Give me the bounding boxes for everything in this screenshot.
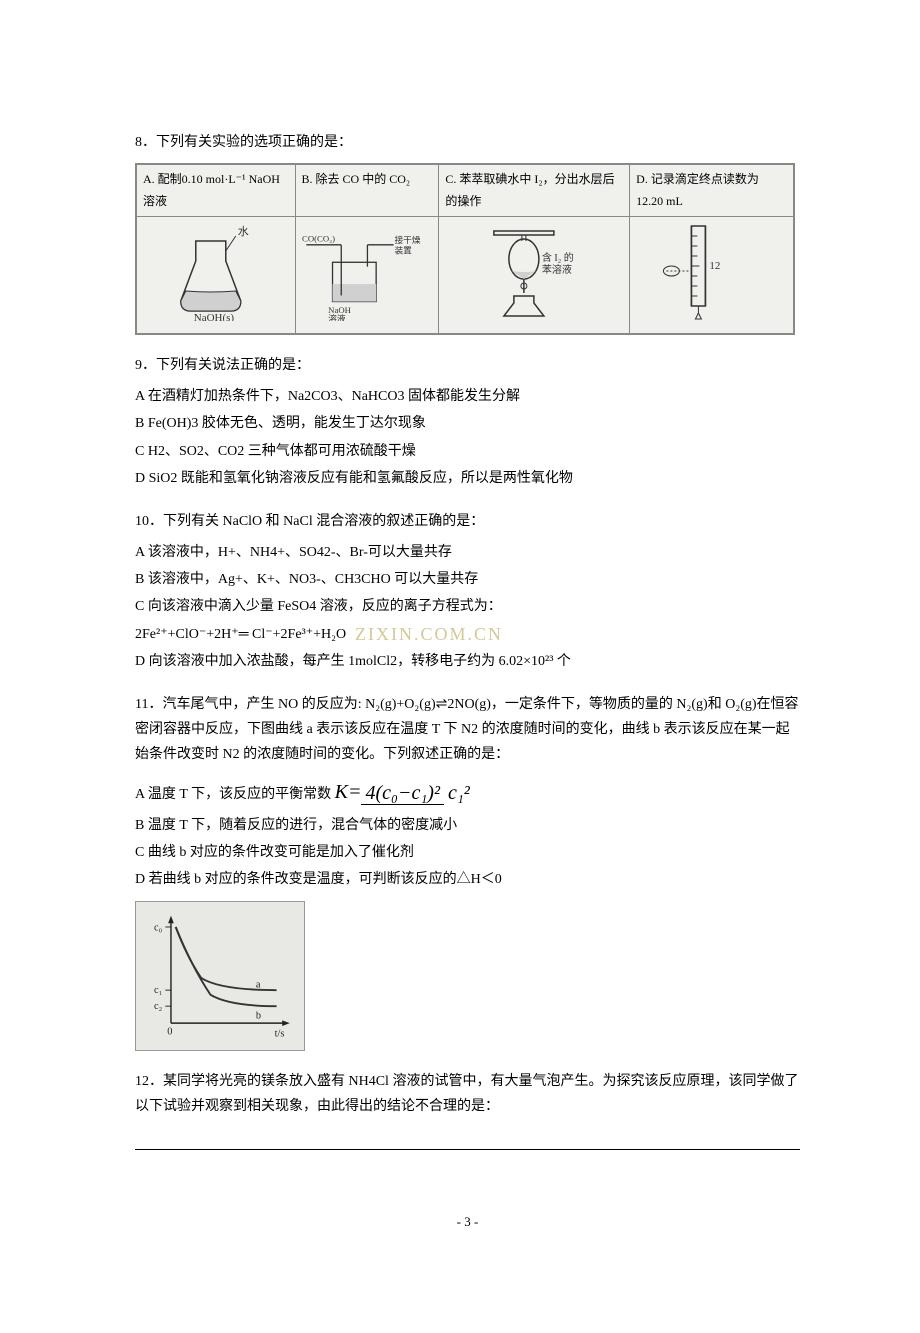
question-10: 10．下列有关 NaClO 和 NaCl 混合溶液的叙述正确的是： A 该溶液中…	[135, 509, 800, 674]
q8-header-a: A. 配制0.10 mol·L⁻¹ NaOH 溶液	[137, 165, 296, 217]
q8-header-b: B. 除去 CO 中的 CO₂	[295, 165, 439, 217]
chart-c0: c₀	[154, 922, 163, 933]
page-number: - 3 -	[135, 1210, 800, 1233]
q10-eqn-line: 2Fe²⁺+ClO⁻+2H⁺═ Cl⁻+2Fe³⁺+H₂O ZIXIN.COM.…	[135, 622, 800, 647]
gas-wash-icon: CO(CO₂) 接干燥 装置 NaOH 溶液	[302, 221, 433, 321]
svg-text:水: 水	[238, 225, 249, 238]
formula-num: 4(c₀−c₁)²	[361, 782, 443, 805]
chart-c2: c₂	[154, 1001, 163, 1012]
q8-header-c: C. 苯萃取碘水中 I₂，分出水层后的操作	[439, 165, 630, 217]
q11-opt-b: B 温度 T 下，随着反应的进行，混合气体的密度减小	[135, 813, 800, 838]
formula-den: c₁²	[444, 782, 474, 804]
watermark: ZIXIN.COM.CN	[355, 618, 503, 650]
q8-table: A. 配制0.10 mol·L⁻¹ NaOH 溶液 B. 除去 CO 中的 CO…	[135, 163, 795, 335]
chart-label-a: a	[256, 979, 261, 990]
q9-text: 9．下列有关说法正确的是：	[135, 353, 800, 378]
question-11: 11．汽车尾气中，产生 NO 的反应为: N₂(g)+O₂(g)⇌2NO(g)，…	[135, 692, 800, 1051]
q8-cell-a: 水 NaOH(s)	[137, 217, 296, 334]
question-12: 12．某同学将光亮的镁条放入盛有 NH4Cl 溶液的试管中，有大量气泡产生。为探…	[135, 1069, 800, 1119]
svg-text:0: 0	[167, 1026, 172, 1037]
q10-opt-d: D 向该溶液中加入浓盐酸，每产生 1molCl2，转移电子约为 6.02×10²…	[135, 649, 800, 674]
svg-text:CO(CO₂): CO(CO₂)	[302, 234, 335, 244]
q11-text: 11．汽车尾气中，产生 NO 的反应为: N₂(g)+O₂(g)⇌2NO(g)，…	[135, 692, 800, 768]
chart-c1: c₁	[154, 985, 162, 996]
q9-opt-d: D SiO2 既能和氢氧化钠溶液反应有能和氢氟酸反应，所以是两性氧化物	[135, 466, 800, 491]
formula-eq: =	[348, 781, 362, 803]
question-9: 9．下列有关说法正确的是： A 在酒精灯加热条件下，Na2CO3、NaHCO3 …	[135, 353, 800, 491]
q10-opt-b: B 该溶液中，Ag+、K+、NO3-、CH3CHO 可以大量共存	[135, 567, 800, 592]
q10-opt-c: C 向该溶液中滴入少量 FeSO4 溶液，反应的离子方程式为：	[135, 594, 800, 619]
svg-text:含 I₂ 的: 含 I₂ 的	[542, 251, 574, 264]
q10-opt-a: A 该溶液中，H+、NH4+、SO42-、Br-可以大量共存	[135, 540, 800, 565]
burette-icon: 12	[636, 221, 787, 321]
q11-opt-d: D 若曲线 b 对应的条件改变是温度，可判断该反应的△H＜0	[135, 867, 800, 892]
q9-opt-b: B Fe(OH)3 胶体无色、透明，能发生丁达尔现象	[135, 411, 800, 436]
q10-eqn: 2Fe²⁺+ClO⁻+2H⁺═ Cl⁻+2Fe³⁺+H₂O	[135, 627, 346, 642]
footer-line	[135, 1149, 800, 1150]
q9-opt-a: A 在酒精灯加热条件下，Na2CO3、NaHCO3 固体都能发生分解	[135, 384, 800, 409]
svg-text:接干燥: 接干燥	[394, 234, 420, 245]
svg-text:溶液: 溶液	[328, 313, 346, 321]
separating-funnel-icon: 含 I₂ 的 苯溶液	[445, 221, 623, 321]
q8-header-d: D. 记录滴定终点读数为 12.20 mL	[630, 165, 794, 217]
q8-text: 8．下列有关实验的选项正确的是：	[135, 130, 800, 155]
question-8: 8．下列有关实验的选项正确的是： A. 配制0.10 mol·L⁻¹ NaOH …	[135, 130, 800, 335]
q12-text: 12．某同学将光亮的镁条放入盛有 NH4Cl 溶液的试管中，有大量气泡产生。为探…	[135, 1069, 800, 1119]
q11-chart: c₀ c₁ c₂ a b 0 t/s c(N₂)/(mol·L⁻¹)	[135, 901, 305, 1051]
chart-svg: c₀ c₁ c₂ a b 0 t/s c(N₂)/(mol·L⁻¹)	[144, 910, 296, 1042]
q8-cell-c: 含 I₂ 的 苯溶液	[439, 217, 630, 334]
k-formula: K=4(c₀−c₁)²c₁²	[335, 781, 474, 803]
svg-text:12: 12	[710, 260, 721, 272]
chart-label-b: b	[256, 1010, 261, 1021]
chart-xlabel: t/s	[275, 1028, 285, 1039]
flask-icon: 水 NaOH(s)	[143, 221, 289, 321]
q11-opt-a-prefix: A 温度 T 下，该反应的平衡常数	[135, 787, 331, 802]
svg-text:苯溶液: 苯溶液	[542, 263, 572, 276]
q10-text: 10．下列有关 NaClO 和 NaCl 混合溶液的叙述正确的是：	[135, 509, 800, 534]
q9-opt-c: C H2、SO2、CO2 三种气体都可用浓硫酸干燥	[135, 439, 800, 464]
q11-opt-a: A 温度 T 下，该反应的平衡常数 K=4(c₀−c₁)²c₁²	[135, 774, 800, 811]
svg-text:装置: 装置	[394, 245, 412, 256]
q8-cell-d: 12	[630, 217, 794, 334]
q8-cell-b: CO(CO₂) 接干燥 装置 NaOH 溶液	[295, 217, 439, 334]
svg-text:NaOH(s): NaOH(s)	[194, 312, 235, 321]
q11-opt-c: C 曲线 b 对应的条件改变可能是加入了催化剂	[135, 840, 800, 865]
formula-k: K	[335, 781, 348, 803]
